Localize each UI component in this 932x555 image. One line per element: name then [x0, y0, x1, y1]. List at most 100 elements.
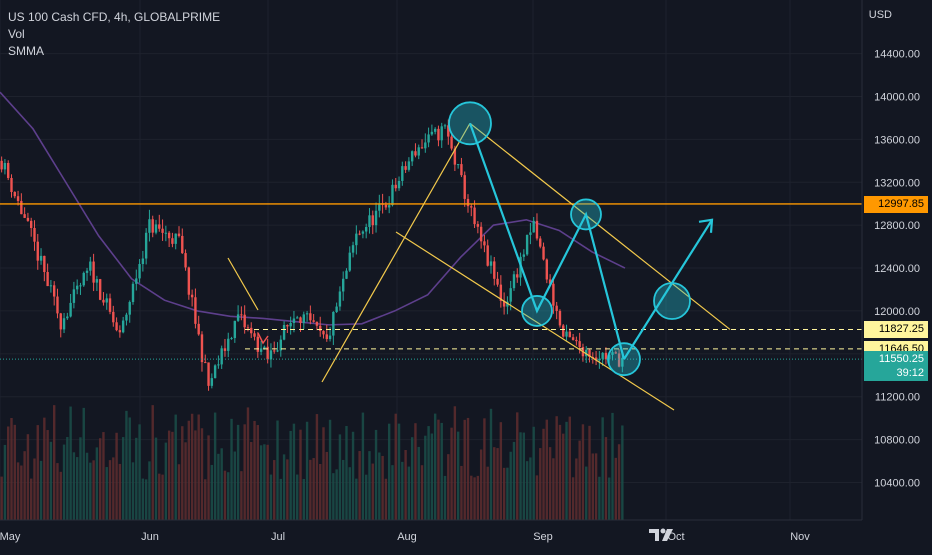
candle-body	[479, 226, 483, 242]
indicator-vol[interactable]: Vol	[8, 27, 25, 41]
candle-body	[565, 331, 568, 337]
badge-text: 11827.25	[878, 323, 924, 336]
candle-body	[512, 274, 516, 289]
y-tick-label: 14000.00	[874, 91, 920, 103]
volume-bar	[108, 460, 112, 520]
candle-body	[604, 352, 608, 360]
candle-body	[529, 232, 532, 235]
currency-label: USD	[868, 9, 892, 21]
volume-bar	[174, 414, 177, 520]
candle-body	[502, 300, 506, 307]
candle-body	[437, 128, 440, 141]
volume-bar	[378, 452, 381, 520]
tradingview-logo[interactable]	[648, 526, 678, 544]
volume-bar	[148, 461, 151, 520]
volume-bar	[39, 460, 43, 520]
volume-bar	[56, 463, 59, 520]
volume-bar	[227, 472, 230, 520]
volume-bar	[479, 449, 483, 520]
volume-bar	[532, 426, 535, 520]
candle-body	[558, 310, 562, 326]
volume-bar	[443, 475, 447, 520]
volume-bar	[207, 435, 210, 520]
candle-body	[387, 205, 391, 208]
x-tick-label: Jul	[271, 531, 285, 543]
candle-body	[542, 246, 545, 260]
volume-bar	[387, 423, 391, 520]
x-tick-label: Jun	[141, 531, 159, 543]
candle-body	[141, 258, 145, 265]
volume-bar	[144, 479, 148, 520]
candle-body	[105, 298, 108, 303]
volume-bar	[374, 429, 378, 520]
candle-body	[269, 350, 273, 360]
candle-body	[345, 270, 348, 279]
candle-body	[335, 306, 338, 312]
candle-body	[322, 330, 325, 335]
volume-bar	[246, 407, 250, 520]
level-price-badge: 11827.25	[864, 321, 928, 339]
indicator-smma[interactable]: SMMA	[8, 44, 44, 58]
volume-bar	[36, 425, 39, 520]
candle-body	[594, 357, 598, 361]
volume-bar	[85, 452, 89, 520]
candle-body	[332, 311, 335, 336]
volume-bar	[102, 432, 105, 520]
volume-bar	[437, 419, 440, 520]
candle-body	[125, 314, 128, 321]
candle-body	[223, 348, 227, 351]
x-tick-label: Oct	[667, 531, 684, 543]
volume-bar	[319, 463, 322, 520]
volume-bar	[502, 467, 506, 520]
volume-bar	[190, 413, 194, 520]
volume-bar	[250, 442, 253, 520]
candle-body	[397, 180, 401, 189]
candle-body	[410, 151, 414, 162]
pivot-circle	[570, 198, 602, 231]
candle-body	[184, 253, 187, 268]
candle-body	[158, 224, 161, 229]
volume-bar	[433, 413, 437, 520]
volume-bar	[611, 412, 614, 520]
pattern-zigzag	[468, 122, 626, 360]
candle-body	[562, 325, 565, 337]
candle-body	[489, 261, 493, 266]
pivot-circle	[521, 295, 553, 327]
x-tick-label: Aug	[397, 531, 417, 543]
volume-bar	[223, 470, 227, 520]
volume-bar	[394, 413, 397, 520]
volume-bar	[519, 432, 522, 520]
volume-bar	[322, 427, 325, 520]
y-tick-label: 12000.00	[874, 306, 920, 318]
candle-body	[361, 231, 365, 234]
x-tick-label: May	[0, 531, 21, 543]
candle-body	[617, 353, 621, 367]
volume-bar	[391, 465, 394, 520]
candle-body	[85, 270, 89, 273]
candle-body	[289, 323, 292, 327]
volume-bar	[273, 460, 276, 520]
candle-body	[588, 349, 591, 357]
volume-bar	[296, 474, 299, 520]
candle-body	[190, 294, 194, 298]
candle-body	[259, 348, 263, 352]
volume-bar	[138, 424, 141, 520]
candle-body	[227, 338, 230, 351]
symbol-title[interactable]: US 100 Cash CFD, 4h, GLOBALPRIME	[8, 10, 221, 24]
volume-bar	[410, 437, 414, 520]
candle-body	[407, 161, 411, 170]
volume-bar	[364, 474, 368, 520]
volume-bar	[46, 430, 49, 520]
candle-body	[355, 233, 358, 246]
candle-body	[571, 337, 575, 340]
candle-body	[52, 285, 56, 297]
candle-body	[601, 352, 604, 359]
candle-body	[62, 318, 66, 330]
volume-bar	[594, 453, 598, 520]
candle-body	[108, 298, 112, 312]
volume-bar	[621, 425, 624, 520]
candle-body	[364, 227, 368, 232]
candle-body	[72, 289, 76, 303]
